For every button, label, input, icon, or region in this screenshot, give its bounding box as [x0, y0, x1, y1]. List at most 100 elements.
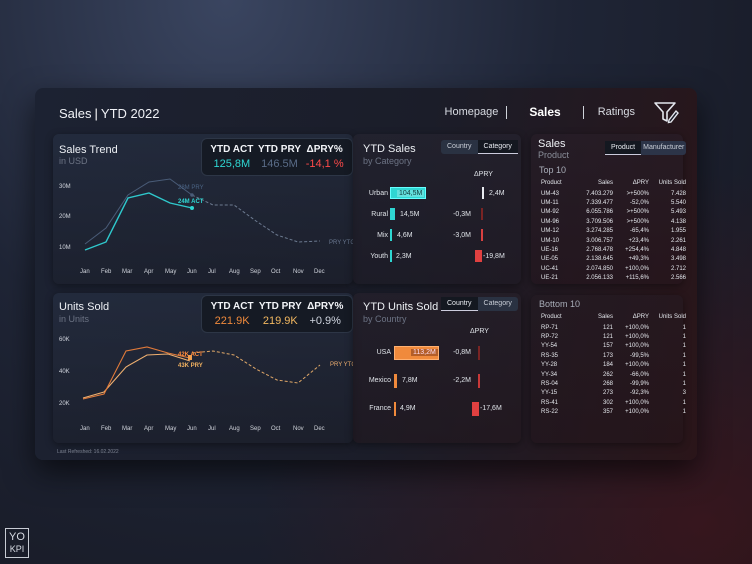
svg-text:Sep: Sep [250, 426, 261, 432]
cell: 5.493 [670, 209, 686, 216]
product-manufacturer-toggle: Product Manufacturer [605, 141, 687, 155]
cell: 357 [602, 409, 613, 416]
bar-row[interactable]: Youth 2,3M -19,8M [353, 250, 521, 264]
table-row[interactable]: RS-22 357 +100,0% 1 [541, 408, 686, 417]
kpi-box: YTD ACT 221.9K YTD PRY 219.9K ΔPRY% +0.9% [201, 295, 353, 333]
tab-country[interactable]: Country [447, 143, 472, 150]
table-row[interactable]: UM-43 7.403.279 >+500% 7.428 [541, 189, 686, 198]
bar-row[interactable]: USA 113,2M -0,8M [353, 346, 521, 360]
delta-label: -0,3M [453, 211, 471, 218]
table-row[interactable]: UM-12 3.274.285 -65,4% 1.955 [541, 227, 686, 236]
table-row[interactable]: YY-28 184 +100,0% 1 [541, 361, 686, 370]
table-row[interactable]: YY-15 273 -92,3% 3 [541, 389, 686, 398]
annotation-ytg: PRY YTG [329, 240, 353, 246]
table-row[interactable]: UM-10 3.006.757 +23,4% 2.261 [541, 236, 686, 245]
table-row[interactable]: YY-34 262 -66,0% 1 [541, 370, 686, 379]
tab-manufacturer[interactable]: Manufacturer [643, 144, 685, 151]
cell: 2.566 [670, 275, 686, 282]
bar-label: Urban [368, 190, 388, 197]
col-units[interactable]: Units Sold [658, 180, 686, 186]
cell: UE-16 [541, 247, 559, 254]
delta-bar [482, 187, 484, 199]
table-row[interactable]: RP-72 121 +100,0% 1 [541, 332, 686, 341]
kpi-act-label: YTD ACT [210, 301, 254, 312]
cell: UE-21 [541, 275, 559, 282]
kpi-act-label: YTD ACT [210, 144, 254, 155]
kpi-pry-value: 146.5M [261, 158, 298, 170]
yokpi-logo: YO KPI [5, 528, 29, 558]
table-row[interactable]: UE-16 2.768.478 +254,4% 4.848 [541, 245, 686, 254]
table-row[interactable]: UE-21 2.056.133 +115,6% 2.566 [541, 274, 686, 283]
table-row[interactable]: RP-71 121 +100,0% 1 [541, 323, 686, 332]
tab-country[interactable]: Country [441, 297, 478, 311]
cell: 262 [602, 371, 613, 378]
cell: 4.138 [670, 218, 686, 225]
cell: 6.055.786 [586, 209, 613, 216]
cell: RS-04 [541, 381, 559, 388]
delta-bar [478, 346, 480, 360]
col-product[interactable]: Product [541, 180, 562, 186]
card-title: YTD Units Sold [363, 301, 439, 313]
bottom10-title: Bottom 10 [539, 299, 581, 309]
bar-row[interactable]: Urban 104,5M 2,4M [353, 187, 521, 201]
bar-row[interactable]: Mexico 7,8M -2,2M [353, 374, 521, 388]
svg-text:Jul: Jul [208, 426, 216, 432]
tab-product[interactable]: Product [605, 141, 642, 155]
bar-label: Mix [377, 232, 388, 239]
bar-row[interactable]: Mix 4,6M -3,0M [353, 229, 521, 243]
cell: UM-92 [541, 209, 560, 216]
svg-text:10M: 10M [59, 245, 71, 251]
cell: 2.138.645 [586, 256, 613, 263]
col-delta[interactable]: ΔPRY [632, 180, 649, 186]
bar-row[interactable]: Rural 14,5M -0,3M [353, 208, 521, 222]
table-row[interactable]: UM-96 3.709.506 >+500% 4.138 [541, 217, 686, 226]
nav-sales[interactable]: Sales [529, 105, 561, 119]
card-subtitle: by Category [363, 156, 412, 166]
svg-text:20K: 20K [59, 401, 70, 407]
svg-text:60K: 60K [59, 337, 70, 343]
cell: 5.540 [670, 200, 686, 207]
table-row[interactable]: RS-41 302 +100,0% 1 [541, 398, 686, 407]
title-period: YTD 2022 [100, 106, 160, 121]
kpi-act-value: 221.9K [214, 315, 250, 327]
table-row[interactable]: RS-04 268 -99,9% 1 [541, 379, 686, 388]
bar-value-label: 7,8M [402, 377, 418, 384]
tab-category[interactable]: Category [483, 300, 512, 307]
country-category-toggle: Country Category [441, 297, 518, 311]
col-sales[interactable]: Sales [597, 180, 613, 186]
nav-homepage[interactable]: Homepage [444, 106, 499, 118]
tab-category[interactable]: Category [477, 140, 518, 154]
product-top-card: Sales Product Product Manufacturer Top 1… [531, 134, 687, 284]
top10-table: Product Sales ΔPRY Units Sold UM-43 7.403… [541, 177, 686, 283]
svg-text:Dec: Dec [314, 269, 325, 275]
cell: 7.403.279 [586, 190, 613, 197]
table-row[interactable]: UM-11 7.339.477 -52,0% 5.540 [541, 198, 686, 207]
col-product[interactable]: Product [541, 314, 562, 320]
table-row[interactable]: UC-41 2.074.850 +100,0% 2.712 [541, 264, 686, 273]
page-title: Sales | YTD 2022 [59, 106, 159, 121]
cell: 1 [682, 381, 686, 388]
units-sold-chart: 60K 40K 20K Jan Feb Mar Apr May Jun Jul Aug Sep Oct… [59, 337, 353, 432]
cell: 7.428 [670, 190, 686, 197]
delta-bar [481, 208, 483, 220]
table-row[interactable]: YY-54 157 +100,0% 1 [541, 342, 686, 351]
funnel-edit-icon[interactable] [653, 100, 679, 124]
table-row[interactable]: UM-92 6.055.786 >+500% 5.493 [541, 208, 686, 217]
col-delta[interactable]: ΔPRY [632, 314, 649, 320]
svg-text:Jan: Jan [80, 426, 90, 432]
nav-ratings[interactable]: Ratings [597, 106, 635, 118]
kpi-delta-label: ΔPRY% [307, 301, 344, 312]
table-row[interactable]: UE-05 2.138.645 +49,3% 3.498 [541, 255, 686, 264]
top-nav: Homepage Sales Ratings [437, 100, 679, 124]
bar-value [394, 402, 396, 416]
cell: 1 [682, 324, 686, 331]
bar-label: France [369, 405, 391, 412]
col-sales[interactable]: Sales [597, 314, 613, 320]
table-row[interactable]: RS-35 173 -99,5% 1 [541, 351, 686, 360]
col-units[interactable]: Units Sold [658, 314, 686, 320]
cell: 2.712 [670, 265, 686, 272]
bar-row[interactable]: France 4,9M -17,6M [353, 402, 521, 416]
bar-value-label: 4,9M [400, 405, 416, 412]
delta-label: -17,6M [480, 405, 502, 412]
cell: +100,0% [625, 399, 649, 406]
